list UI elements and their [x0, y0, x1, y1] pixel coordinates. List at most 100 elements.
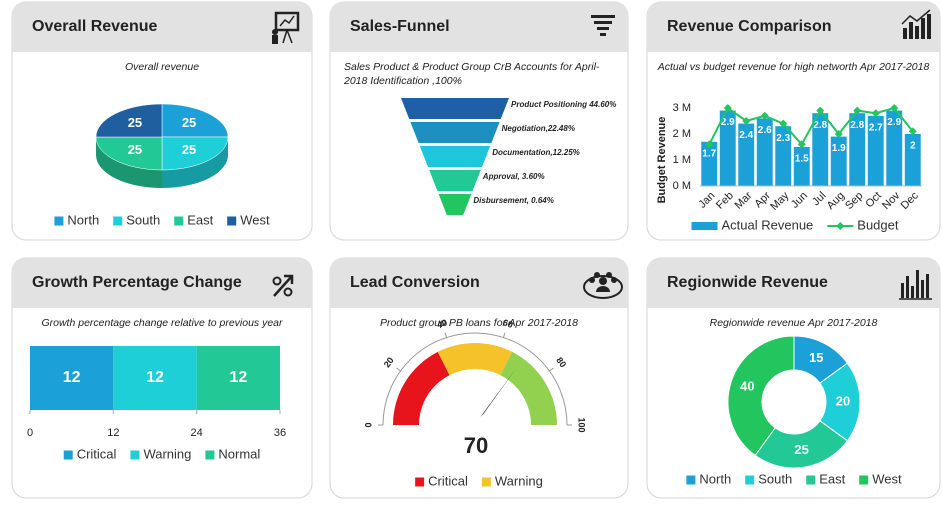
funnel-segment [410, 122, 500, 143]
data-label: 1.7 [702, 148, 716, 159]
legend-swatch [859, 475, 869, 485]
data-label: 2.8 [813, 120, 827, 131]
legend-swatch [113, 216, 123, 226]
line-marker [723, 104, 732, 112]
line-marker [779, 119, 788, 128]
header-icons [272, 9, 932, 300]
chart-subtitle: Growth percentage change relative to pre… [41, 317, 283, 329]
data-label: 1.5 [795, 154, 809, 165]
gauge-scale [382, 332, 568, 426]
data-label: 20 [836, 393, 850, 408]
pie-slice [161, 136, 229, 171]
line-marker [853, 106, 862, 115]
card-title: Lead Conversion [350, 274, 480, 291]
data-label: 2.4 [739, 130, 753, 141]
legend-label: South [758, 471, 792, 486]
line-marker [871, 109, 880, 118]
legend-label: North [699, 471, 731, 486]
bar [756, 118, 773, 186]
legend-label: North [67, 212, 99, 227]
bar [793, 147, 810, 186]
legend-label: West [240, 212, 270, 227]
card-title: Growth Percentage Change [32, 274, 242, 291]
legend-swatch [205, 450, 215, 460]
data-label: 25 [182, 115, 196, 130]
card-title: Revenue Comparison [667, 18, 831, 35]
legend-swatch [481, 477, 491, 487]
gauge-tick-label: 60 [502, 317, 515, 330]
legend-swatch [415, 477, 425, 487]
data-label: 25 [794, 442, 808, 457]
legend-swatch [686, 475, 696, 485]
chart-subtitle: 2018 Identification ,100% [343, 75, 462, 87]
gauge-tick-label: 0 [363, 422, 373, 427]
data-label: 2 [910, 141, 916, 152]
card-header [330, 258, 628, 308]
data-label: 2.3 [776, 133, 790, 144]
bar-segment [30, 346, 114, 410]
card-title: Overall Revenue [32, 18, 158, 35]
legend-label: Warning [495, 473, 543, 488]
data-label: 15 [809, 350, 823, 365]
legend-label: East [819, 471, 845, 486]
data-label: 2.9 [887, 117, 901, 128]
line-marker [705, 140, 714, 149]
data-label: 1.9 [832, 143, 846, 154]
funnel-segment [401, 98, 509, 119]
data-label: 2.6 [758, 125, 772, 136]
presentation-icon [272, 11, 300, 44]
legend-label: Critical [77, 446, 117, 461]
tick-mark [396, 367, 401, 372]
x-tick-label: 36 [274, 427, 286, 439]
line-marker [834, 130, 843, 138]
chart-subtitle: Sales Product & Product Group CrB Accoun… [344, 61, 600, 73]
bar [812, 113, 829, 186]
legend-label: East [187, 212, 213, 227]
tick-mark [549, 367, 554, 372]
data-label: 12 [146, 369, 164, 386]
gauge-band [393, 351, 450, 425]
legend-swatch [130, 450, 140, 460]
card-header [647, 2, 940, 52]
x-tick-label: 12 [107, 427, 119, 439]
y-tick-label: 2 M [673, 128, 691, 140]
percent-icon [272, 274, 294, 297]
y-tick-label: 3 M [673, 102, 691, 114]
gauge-tick-label: 80 [554, 355, 568, 369]
donut-slice [754, 420, 849, 469]
legend-swatch [836, 222, 845, 230]
gauge-needle [480, 368, 517, 417]
card-header [12, 258, 312, 308]
legend-label: Budget [857, 217, 899, 232]
pie-slice [95, 103, 163, 138]
y-axis-label: Budget Revenue [656, 117, 668, 204]
data-label: 2.8 [850, 120, 864, 131]
funnel-label: Negotiation,22.48% [502, 124, 575, 133]
legend-label: South [126, 212, 160, 227]
line-marker [816, 106, 825, 115]
bar [738, 123, 755, 186]
bar-icon [901, 9, 931, 39]
gauge-value: 70 [464, 433, 488, 458]
bar [830, 136, 847, 186]
bar [775, 126, 792, 186]
card-title: Sales-Funnel [350, 18, 450, 35]
x-tick-label: 24 [191, 427, 203, 439]
pie-slice [161, 103, 229, 138]
card-header [12, 2, 312, 52]
gauge-tick-label: 100 [577, 417, 587, 432]
bar-segment [113, 346, 197, 410]
legend-label: Actual Revenue [722, 217, 814, 232]
line-marker [742, 117, 751, 125]
card-header [330, 2, 628, 52]
cards [11, 1, 941, 499]
data-label: 2.7 [869, 122, 883, 133]
gauge-tick-label: 20 [382, 355, 396, 369]
funnel-segment [429, 170, 481, 191]
funnel-label: Documentation,12.25% [492, 148, 580, 157]
chart-subtitle: Overall revenue [125, 61, 199, 73]
y-tick-label: 0 M [673, 180, 691, 192]
line-marker [760, 111, 769, 120]
bar [886, 110, 903, 186]
